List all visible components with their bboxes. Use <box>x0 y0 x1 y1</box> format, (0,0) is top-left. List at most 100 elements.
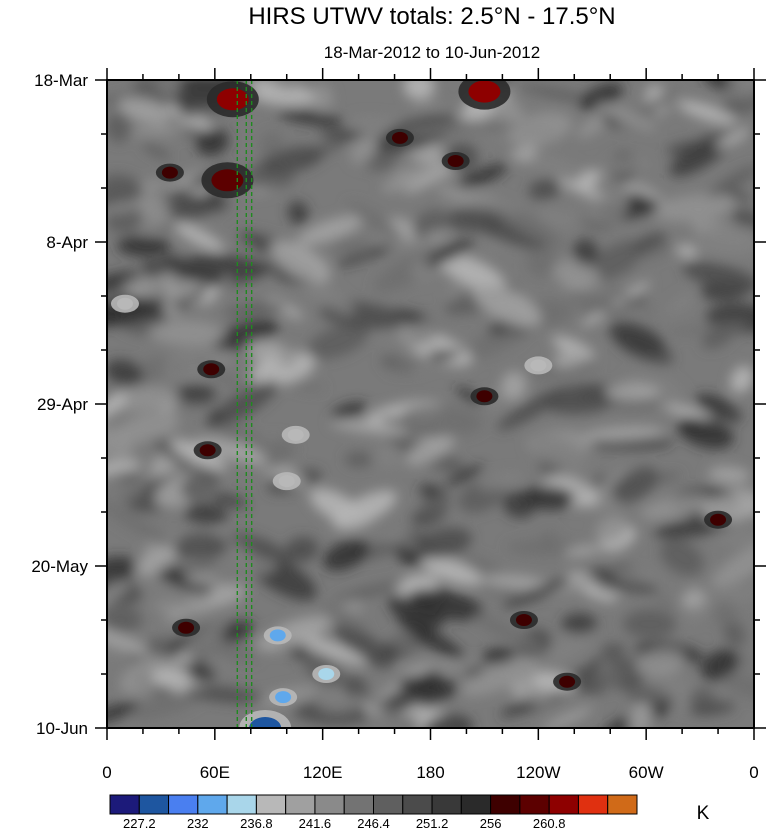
texture-cell <box>171 533 229 562</box>
texture-cell <box>267 297 305 320</box>
texture-cell <box>701 324 735 349</box>
colorbar-swatch <box>343 794 375 815</box>
colorbar-swatch <box>197 794 228 815</box>
texture-cell <box>711 600 738 626</box>
texture-cell <box>107 582 130 600</box>
texture-cell <box>107 623 152 654</box>
dry-feature <box>278 475 295 488</box>
texture-cell <box>611 467 658 503</box>
texture-cell <box>695 394 742 423</box>
texture-cell <box>330 402 368 420</box>
field-texture-cells <box>107 80 754 728</box>
y-tick-label: 10-Jun <box>36 719 88 738</box>
axes: 0 60E 120E 180 120W 60W 0 18-Mar 8-Apr 29-Apr 20-M… <box>31 68 766 782</box>
texture-cell <box>730 365 754 393</box>
moist-feature <box>710 513 727 526</box>
texture-cell <box>333 624 394 669</box>
texture-cell <box>722 672 754 701</box>
field-features <box>110 80 733 728</box>
texture-cell <box>665 291 698 315</box>
texture-cell <box>710 538 754 589</box>
moist-feature <box>161 166 178 179</box>
texture-cell <box>689 225 754 258</box>
texture-cell <box>388 358 434 373</box>
texture-cell <box>565 289 627 317</box>
texture-cell <box>682 261 754 292</box>
dry-feature <box>249 717 282 728</box>
texture-cell <box>425 230 449 242</box>
texture-cell <box>553 346 591 368</box>
texture-cell <box>149 319 226 346</box>
texture-cell <box>481 647 516 665</box>
texture-cell <box>328 237 372 256</box>
texture-cell <box>466 197 523 212</box>
texture-cell <box>306 324 369 360</box>
dry-feature <box>318 668 335 680</box>
plot-field <box>107 80 754 728</box>
texture-cell <box>682 586 747 624</box>
colorbar-units: K <box>697 803 710 824</box>
texture-cell <box>539 208 575 229</box>
colorbar-swatch <box>607 794 638 815</box>
texture-cell <box>663 404 714 420</box>
dry-feature <box>116 297 133 310</box>
y-tick-label: 18-Mar <box>34 71 88 90</box>
texture-cell <box>277 348 298 367</box>
moist-feature <box>468 80 501 103</box>
texture-cell <box>573 238 599 266</box>
texture-cell <box>107 702 140 726</box>
moist-feature <box>199 444 216 457</box>
texture-cell <box>211 493 248 508</box>
texture-cell <box>724 188 751 202</box>
texture-cell <box>375 442 403 469</box>
texture-cell <box>107 385 181 412</box>
dry-feature <box>275 691 292 704</box>
colorbar-swatch <box>431 794 462 815</box>
texture-cell <box>406 435 455 466</box>
texture-cell <box>669 135 730 177</box>
texture-cell <box>579 82 624 111</box>
texture-cell <box>223 302 287 317</box>
texture-cell <box>131 687 207 720</box>
texture-cell <box>250 351 316 386</box>
texture-cell <box>259 146 324 175</box>
moist-feature <box>211 169 244 192</box>
texture-cell <box>287 201 309 226</box>
colorbar-swatch <box>168 794 199 815</box>
texture-cell <box>141 142 171 160</box>
texture-cell <box>609 321 665 355</box>
texture-cell <box>403 80 435 101</box>
texture-cell <box>418 484 441 497</box>
texture-cell <box>117 485 144 503</box>
texture-cell <box>180 470 216 502</box>
texture-cell <box>481 574 545 589</box>
texture-cell <box>497 387 567 431</box>
texture-cell <box>269 241 331 283</box>
texture-cell <box>332 490 397 529</box>
x-tick-label: 120W <box>516 763 560 782</box>
texture-cell <box>149 287 210 324</box>
texture-cell <box>176 384 217 404</box>
texture-cell <box>344 451 373 468</box>
texture-cell <box>399 404 484 437</box>
texture-cell <box>185 686 265 704</box>
moist-feature <box>476 390 493 403</box>
texture-cell <box>342 676 369 699</box>
chart-title: HIRS UTWV totals: 2.5°N - 17.5°N <box>248 3 615 30</box>
texture-cell <box>700 649 739 681</box>
texture-cell <box>258 131 284 158</box>
texture-cell <box>628 702 653 728</box>
texture-cell <box>713 530 754 547</box>
texture-cell <box>116 235 171 257</box>
texture-cell <box>404 316 445 347</box>
texture-cell <box>200 643 258 662</box>
texture-cell <box>677 100 737 125</box>
texture-cell <box>715 128 752 148</box>
texture-cell <box>508 112 573 147</box>
moist-feature <box>515 614 532 626</box>
colorbar-swatch <box>402 794 433 815</box>
texture-cell <box>107 173 144 204</box>
texture-cell <box>186 253 268 278</box>
texture-cell <box>478 471 524 491</box>
texture-cell <box>500 371 527 401</box>
